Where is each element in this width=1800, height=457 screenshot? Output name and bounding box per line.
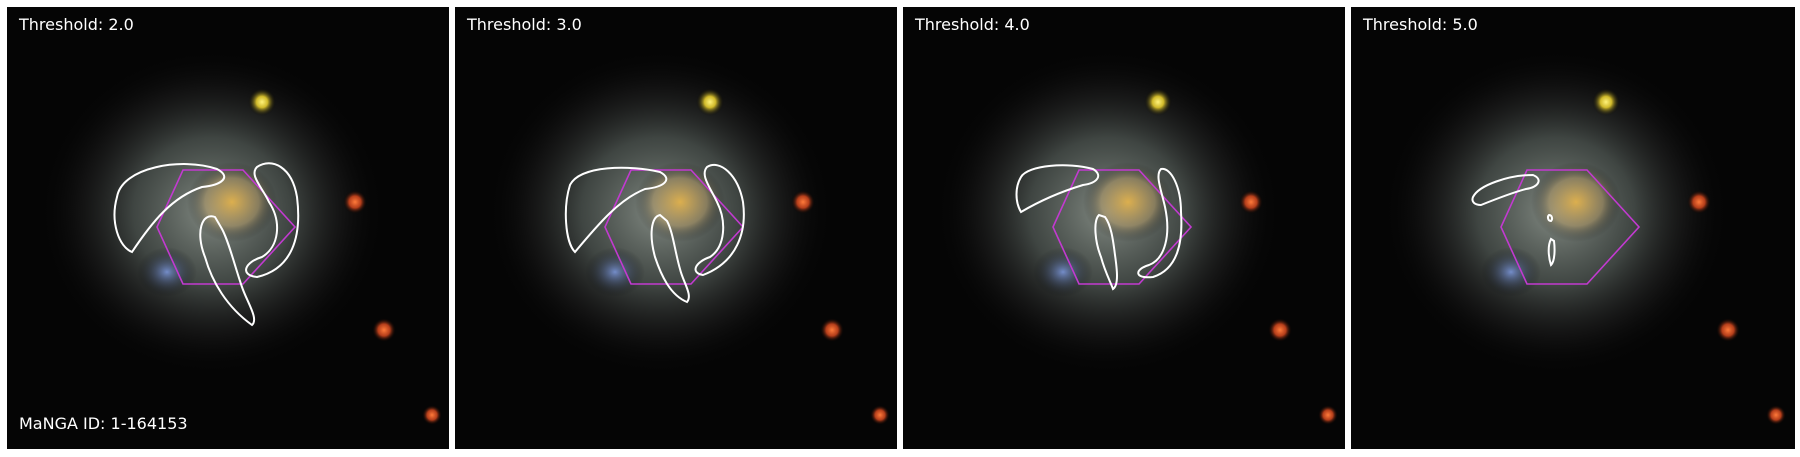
foreground-star-red (820, 318, 844, 342)
foreground-star-red (1716, 318, 1740, 342)
blue-knot (585, 247, 645, 297)
foreground-star-yellow (1144, 88, 1172, 116)
foreground-star-yellow (248, 88, 276, 116)
foreground-star-red (1239, 190, 1263, 214)
threshold-label: Threshold: 5.0 (1363, 15, 1478, 34)
panel-separator (449, 7, 451, 449)
contour-inner-tail (199, 215, 256, 327)
foreground-star-red (1318, 405, 1338, 425)
foreground-star-red (343, 190, 367, 214)
contour-arm-right (245, 162, 300, 279)
threshold-label: Threshold: 3.0 (467, 15, 582, 34)
contour-inner-tail (650, 213, 690, 304)
foreground-star-red (870, 405, 890, 425)
manga-id-label: MaNGA ID: 1-164153 (19, 414, 188, 433)
foreground-star-yellow (696, 88, 724, 116)
contour-arm-left (1015, 164, 1100, 214)
blue-knot (137, 247, 197, 297)
galaxy-core (635, 162, 725, 242)
galaxy-panel-threshold-2: Threshold: 2.0 MaNGA ID: 1-164153 (7, 7, 451, 449)
foreground-star-red (1687, 190, 1711, 214)
contour-blob (1546, 213, 1554, 223)
contour-arm-left (113, 163, 226, 254)
galaxy-image (7, 7, 451, 449)
panel-separator (897, 7, 899, 449)
threshold-label: Threshold: 2.0 (19, 15, 134, 34)
panel-separator (1345, 7, 1347, 449)
galaxy-panel-threshold-5: Threshold: 5.0 (1351, 7, 1795, 449)
foreground-star-red (1268, 318, 1292, 342)
contour-arm-left (1471, 173, 1540, 207)
threshold-label: Threshold: 4.0 (915, 15, 1030, 34)
contour-arm-right (1137, 167, 1183, 279)
ifu-hexagon (156, 169, 297, 285)
foreground-star-red (1766, 405, 1786, 425)
ifu-hexagon (1052, 169, 1193, 285)
blue-knot (1033, 247, 1093, 297)
foreground-star-red (372, 318, 396, 342)
foreground-star-red (422, 405, 442, 425)
ifu-hexagon (1500, 169, 1641, 285)
foreground-star-red (791, 190, 815, 214)
galaxy-panel-threshold-4: Threshold: 4.0 (903, 7, 1347, 449)
galaxy-core (1531, 162, 1621, 242)
galaxy-panel-threshold-3: Threshold: 3.0 (455, 7, 899, 449)
blue-knot (1481, 247, 1541, 297)
contour-arm-left (564, 166, 668, 254)
galaxy-image (903, 7, 1347, 449)
galaxy-image (1351, 7, 1795, 449)
contour-arm-right (694, 164, 745, 277)
contour-inner-tail (1547, 237, 1556, 267)
ifu-hexagon (604, 169, 745, 285)
galaxy-image (455, 7, 899, 449)
contour-inner-tail (1094, 213, 1118, 291)
foreground-star-yellow (1592, 88, 1620, 116)
